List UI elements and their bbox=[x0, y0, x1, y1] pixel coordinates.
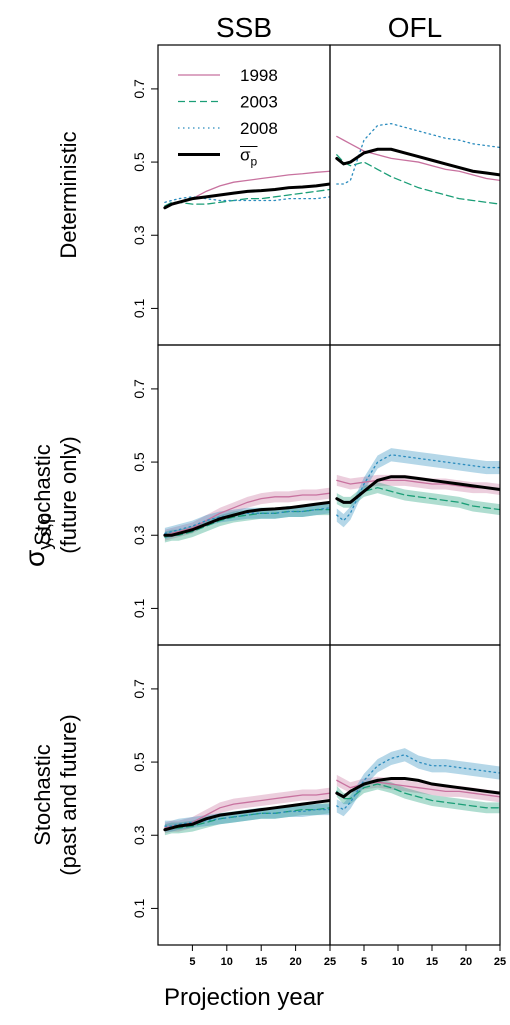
y-tick-label: 0.3 bbox=[131, 525, 147, 545]
legend-label-name: σ bbox=[240, 146, 251, 165]
x-tick-label: 15 bbox=[255, 956, 267, 968]
x-axis-label: Projection year bbox=[164, 984, 324, 1011]
y-tick-label: 0.1 bbox=[131, 598, 147, 618]
series-line bbox=[336, 779, 500, 798]
legend-label: 2003 bbox=[240, 93, 278, 112]
confidence-band bbox=[336, 748, 500, 817]
y-tick-label: 0.7 bbox=[131, 79, 147, 99]
y-tick-label: 0.7 bbox=[131, 379, 147, 399]
legend-label-name: 2008 bbox=[240, 119, 278, 138]
x-tick-label: 15 bbox=[426, 956, 438, 968]
series-line bbox=[163, 182, 330, 210]
legend-label: σp bbox=[240, 146, 258, 169]
series-line bbox=[336, 783, 500, 809]
y-axis-label: σy,s,p bbox=[19, 513, 55, 567]
plot-area bbox=[335, 122, 500, 205]
series-line bbox=[336, 754, 500, 811]
confidence-band bbox=[336, 482, 500, 516]
y-tick-label: 0.3 bbox=[131, 225, 147, 245]
x-tick-label: 20 bbox=[289, 956, 301, 968]
series-line bbox=[335, 147, 500, 177]
row-label: Stochastic bbox=[30, 444, 55, 546]
plot-area bbox=[335, 448, 500, 528]
y-tick-label: 0.1 bbox=[131, 898, 147, 918]
plot-area bbox=[163, 170, 330, 210]
y-axis-label-symbol: σ bbox=[19, 550, 50, 567]
series-line bbox=[336, 135, 500, 182]
series-line bbox=[164, 196, 330, 203]
panel-title: OFL bbox=[388, 12, 442, 43]
confidence-band bbox=[336, 448, 500, 528]
panel-frame bbox=[329, 44, 501, 346]
legend-label-name: 2003 bbox=[240, 93, 278, 112]
legend-label: 2008 bbox=[240, 119, 278, 138]
series-line bbox=[336, 154, 500, 205]
y-tick-label: 0.5 bbox=[131, 752, 147, 772]
x-tick-label: 5 bbox=[189, 956, 195, 968]
confidence-band bbox=[164, 787, 330, 834]
series-line bbox=[164, 808, 330, 827]
confidence-band bbox=[164, 802, 330, 836]
x-tick-label: 20 bbox=[460, 956, 472, 968]
row-label: Deterministic bbox=[56, 131, 81, 258]
series-line bbox=[164, 508, 330, 538]
panel-frame bbox=[157, 44, 331, 346]
confidence-band bbox=[164, 804, 330, 832]
plot-area bbox=[335, 748, 500, 817]
x-tick-label: 5 bbox=[361, 956, 367, 968]
x-tick-label: 25 bbox=[324, 956, 336, 968]
y-tick-label: 0.5 bbox=[131, 452, 147, 472]
legend-label: 1998 bbox=[240, 66, 278, 85]
legend-label-subscript: p bbox=[251, 155, 258, 169]
plot-area bbox=[163, 787, 330, 836]
series-line bbox=[164, 492, 330, 536]
row-label: Stochastic bbox=[30, 744, 55, 846]
x-tick-label: 10 bbox=[392, 956, 404, 968]
panel-frame bbox=[329, 644, 501, 946]
y-tick-label: 0.5 bbox=[131, 152, 147, 172]
series-line bbox=[164, 507, 330, 535]
confidence-band bbox=[164, 487, 330, 541]
series-line bbox=[163, 500, 330, 537]
row-label: (past and future) bbox=[56, 714, 81, 875]
x-tick-label: 10 bbox=[221, 956, 233, 968]
series-line bbox=[335, 475, 500, 504]
series-line bbox=[335, 777, 500, 799]
panel-title: SSB bbox=[216, 12, 272, 43]
series-line bbox=[336, 122, 500, 185]
y-tick-label: 0.7 bbox=[131, 679, 147, 699]
series-line bbox=[336, 479, 500, 491]
confidence-band bbox=[164, 504, 330, 543]
series-line bbox=[163, 798, 330, 832]
y-tick-label: 0.3 bbox=[131, 825, 147, 845]
y-axis-label-subscript: y,s,p bbox=[35, 513, 55, 550]
legend-label-name: 1998 bbox=[240, 66, 278, 85]
y-tick-label: 0.1 bbox=[131, 298, 147, 318]
row-label: (future only) bbox=[56, 436, 81, 553]
x-tick-label: 25 bbox=[494, 956, 506, 968]
plot-area bbox=[163, 487, 330, 543]
